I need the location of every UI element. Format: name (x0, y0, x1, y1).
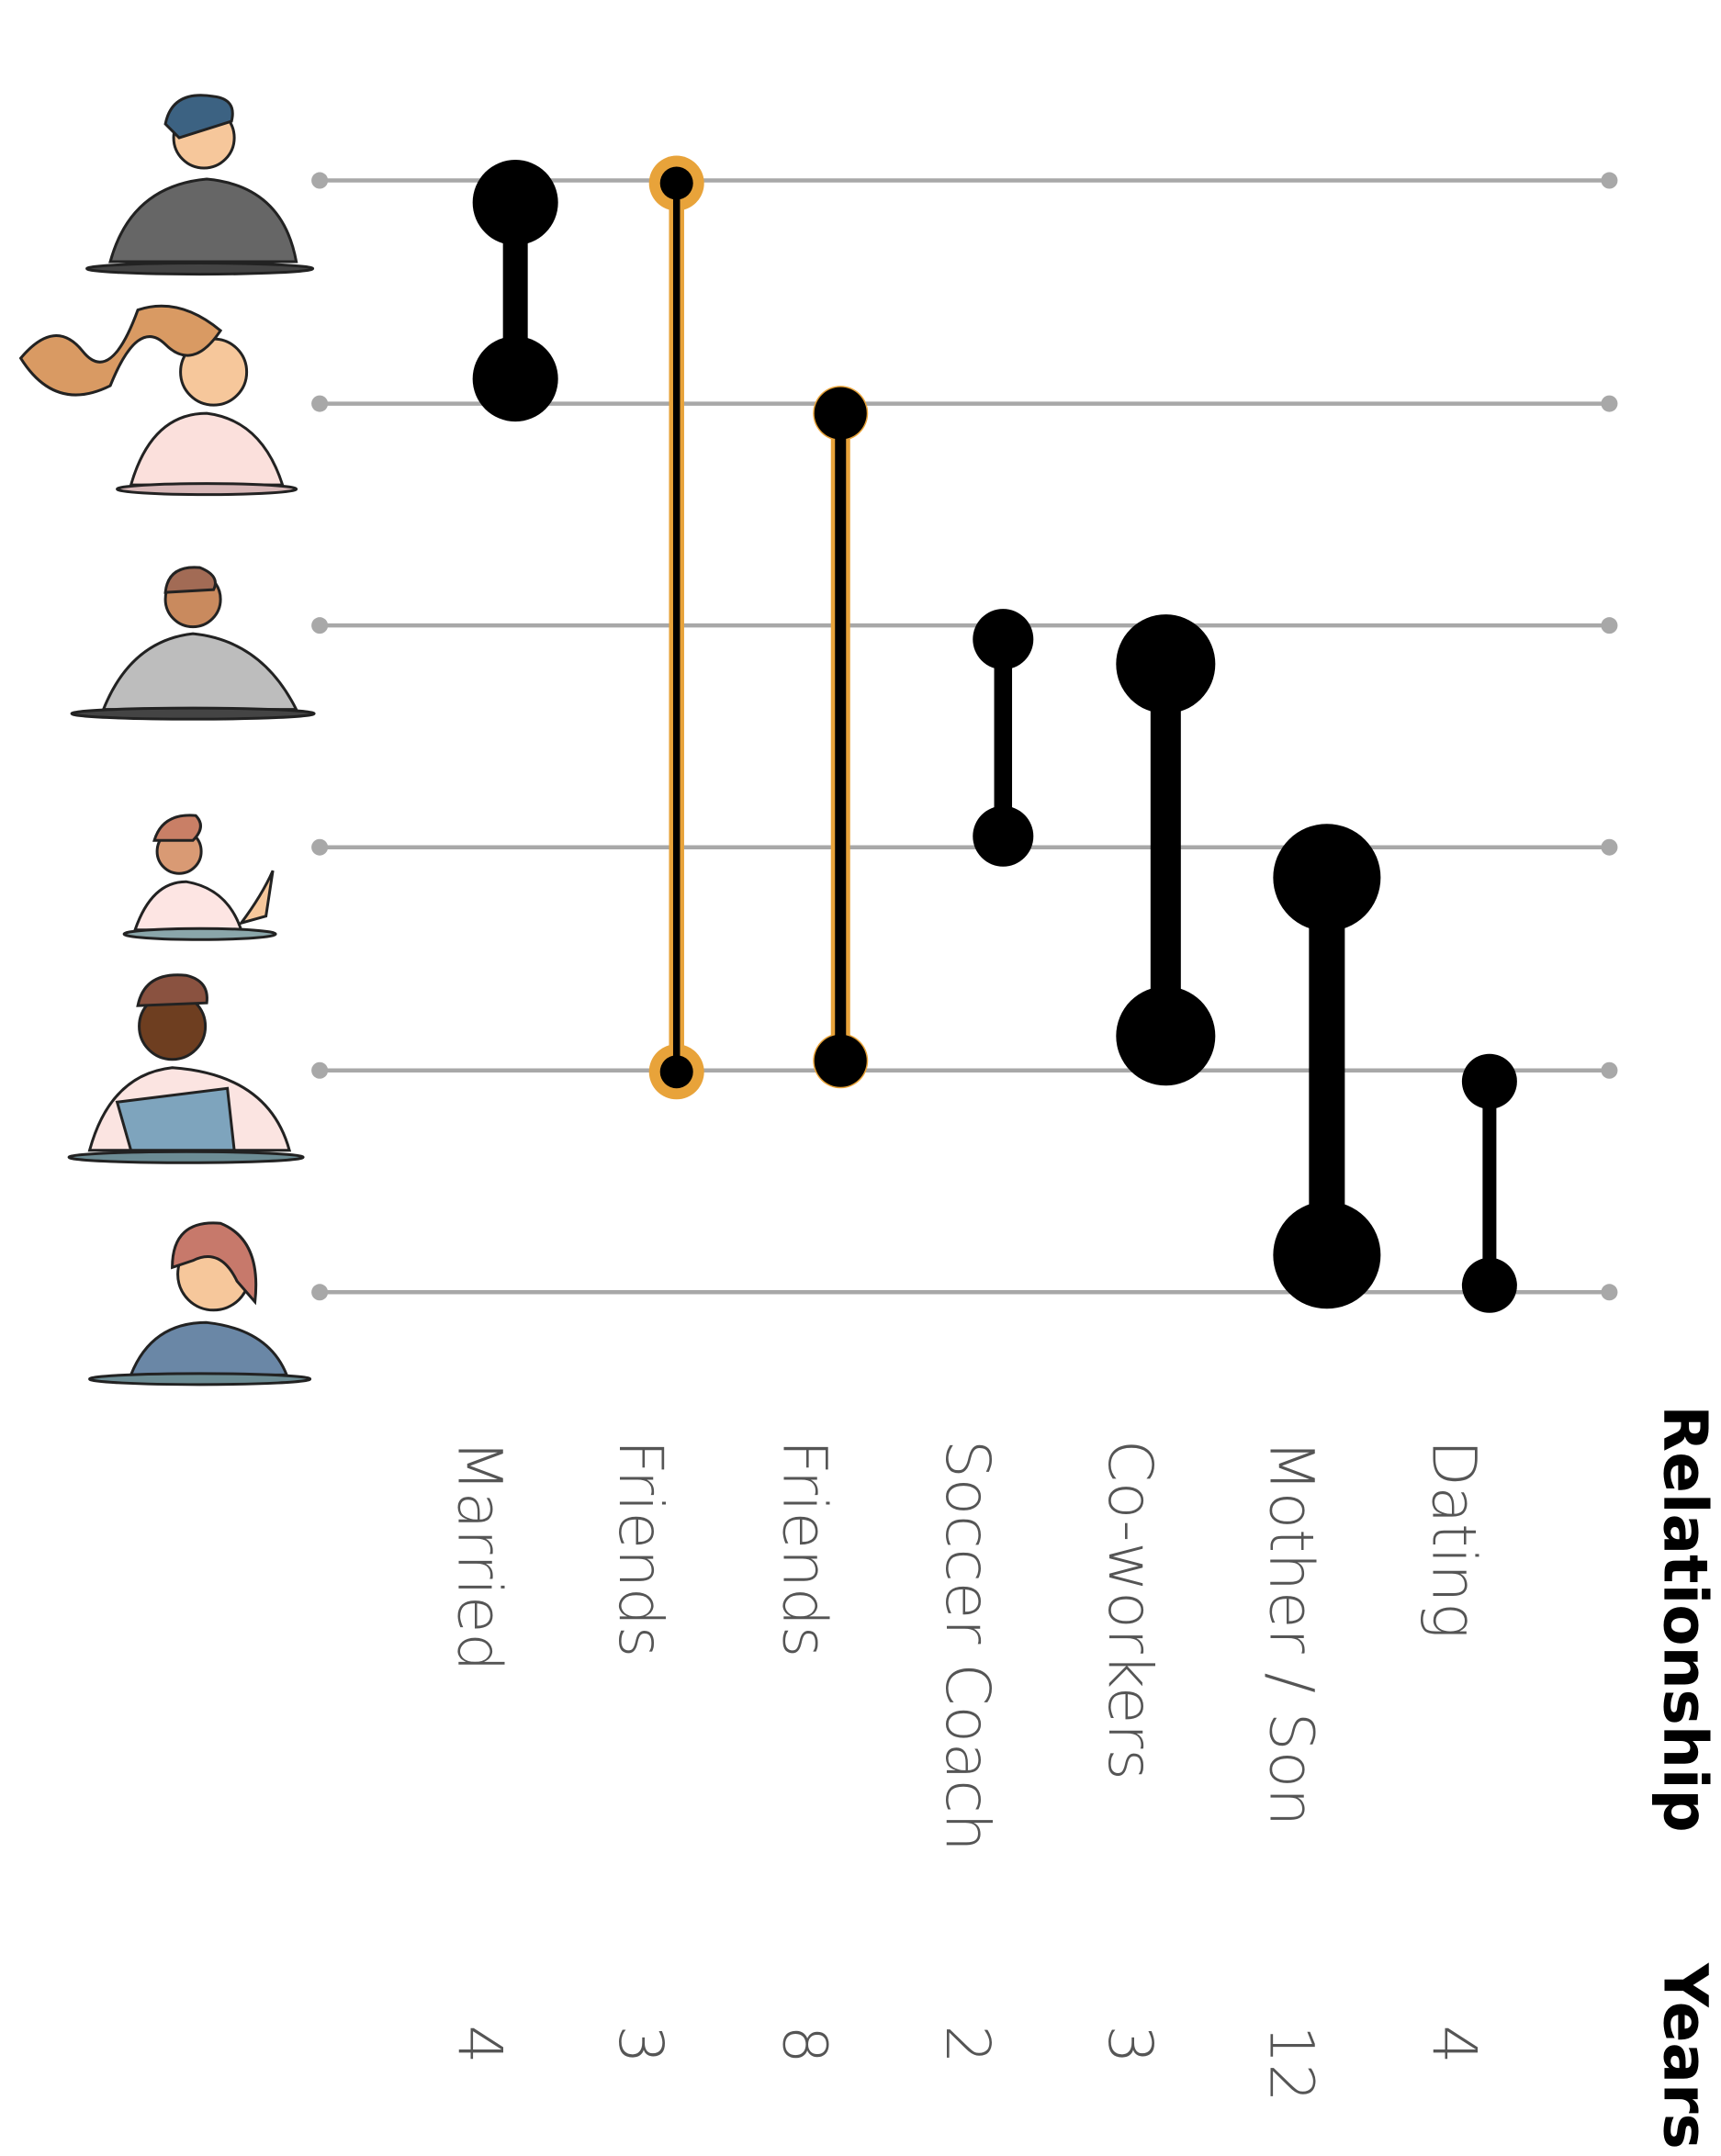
connector-dot (1461, 1053, 1517, 1109)
line-end (311, 172, 329, 189)
connector-dot (814, 1034, 867, 1087)
relationship-label: Mother / Son (1255, 1440, 1326, 1826)
line-end (1601, 617, 1618, 634)
line-end (311, 1061, 329, 1079)
line-end (1601, 1284, 1618, 1301)
connector-dot (1273, 1201, 1381, 1309)
avatars (18, 94, 316, 1387)
relationship-label: Co-workers (1095, 1440, 1165, 1780)
years-value: 8 (770, 2025, 840, 2063)
connector-dot (973, 609, 1034, 670)
avatar (67, 973, 305, 1164)
avatar (70, 566, 316, 721)
years-value: 4 (1418, 2025, 1489, 2063)
connector-dot (1273, 824, 1381, 932)
connector-dot (659, 1055, 693, 1089)
avatar (18, 304, 298, 497)
connector-dot (659, 166, 693, 200)
line-end (1601, 395, 1618, 412)
connector-dot (973, 805, 1034, 867)
relationship-label: Soccer Coach (932, 1440, 1003, 1852)
relationship-label: Friends (770, 1440, 840, 1657)
connector-dot (1461, 1257, 1517, 1313)
years-value: 12 (1255, 2025, 1326, 2102)
line-end (311, 838, 329, 856)
line-end (311, 1284, 329, 1301)
years-value: 3 (1095, 2025, 1165, 2063)
connector-dot (472, 160, 558, 246)
header-relationship: Relationship (1649, 1405, 1720, 1832)
line-end (1601, 1061, 1618, 1079)
avatar (85, 94, 315, 276)
line-end (311, 617, 329, 634)
avatar (88, 1221, 312, 1387)
connector-dot (1116, 986, 1216, 1086)
connector-dot (1116, 614, 1216, 714)
line-end (311, 395, 329, 412)
years-value: 3 (605, 2025, 676, 2063)
avatar (122, 814, 277, 941)
connector-dot (814, 387, 867, 440)
relationship-label: Friends (605, 1440, 676, 1657)
connector-dot (472, 336, 558, 422)
relationship-label: Married (444, 1440, 515, 1672)
years-value: 2 (932, 2025, 1003, 2063)
relationship-label: Dating (1418, 1440, 1489, 1639)
line-end (1601, 838, 1618, 856)
line-end (1601, 172, 1618, 189)
years-value: 4 (444, 2025, 515, 2063)
header-years: Years (1649, 1962, 1720, 2150)
